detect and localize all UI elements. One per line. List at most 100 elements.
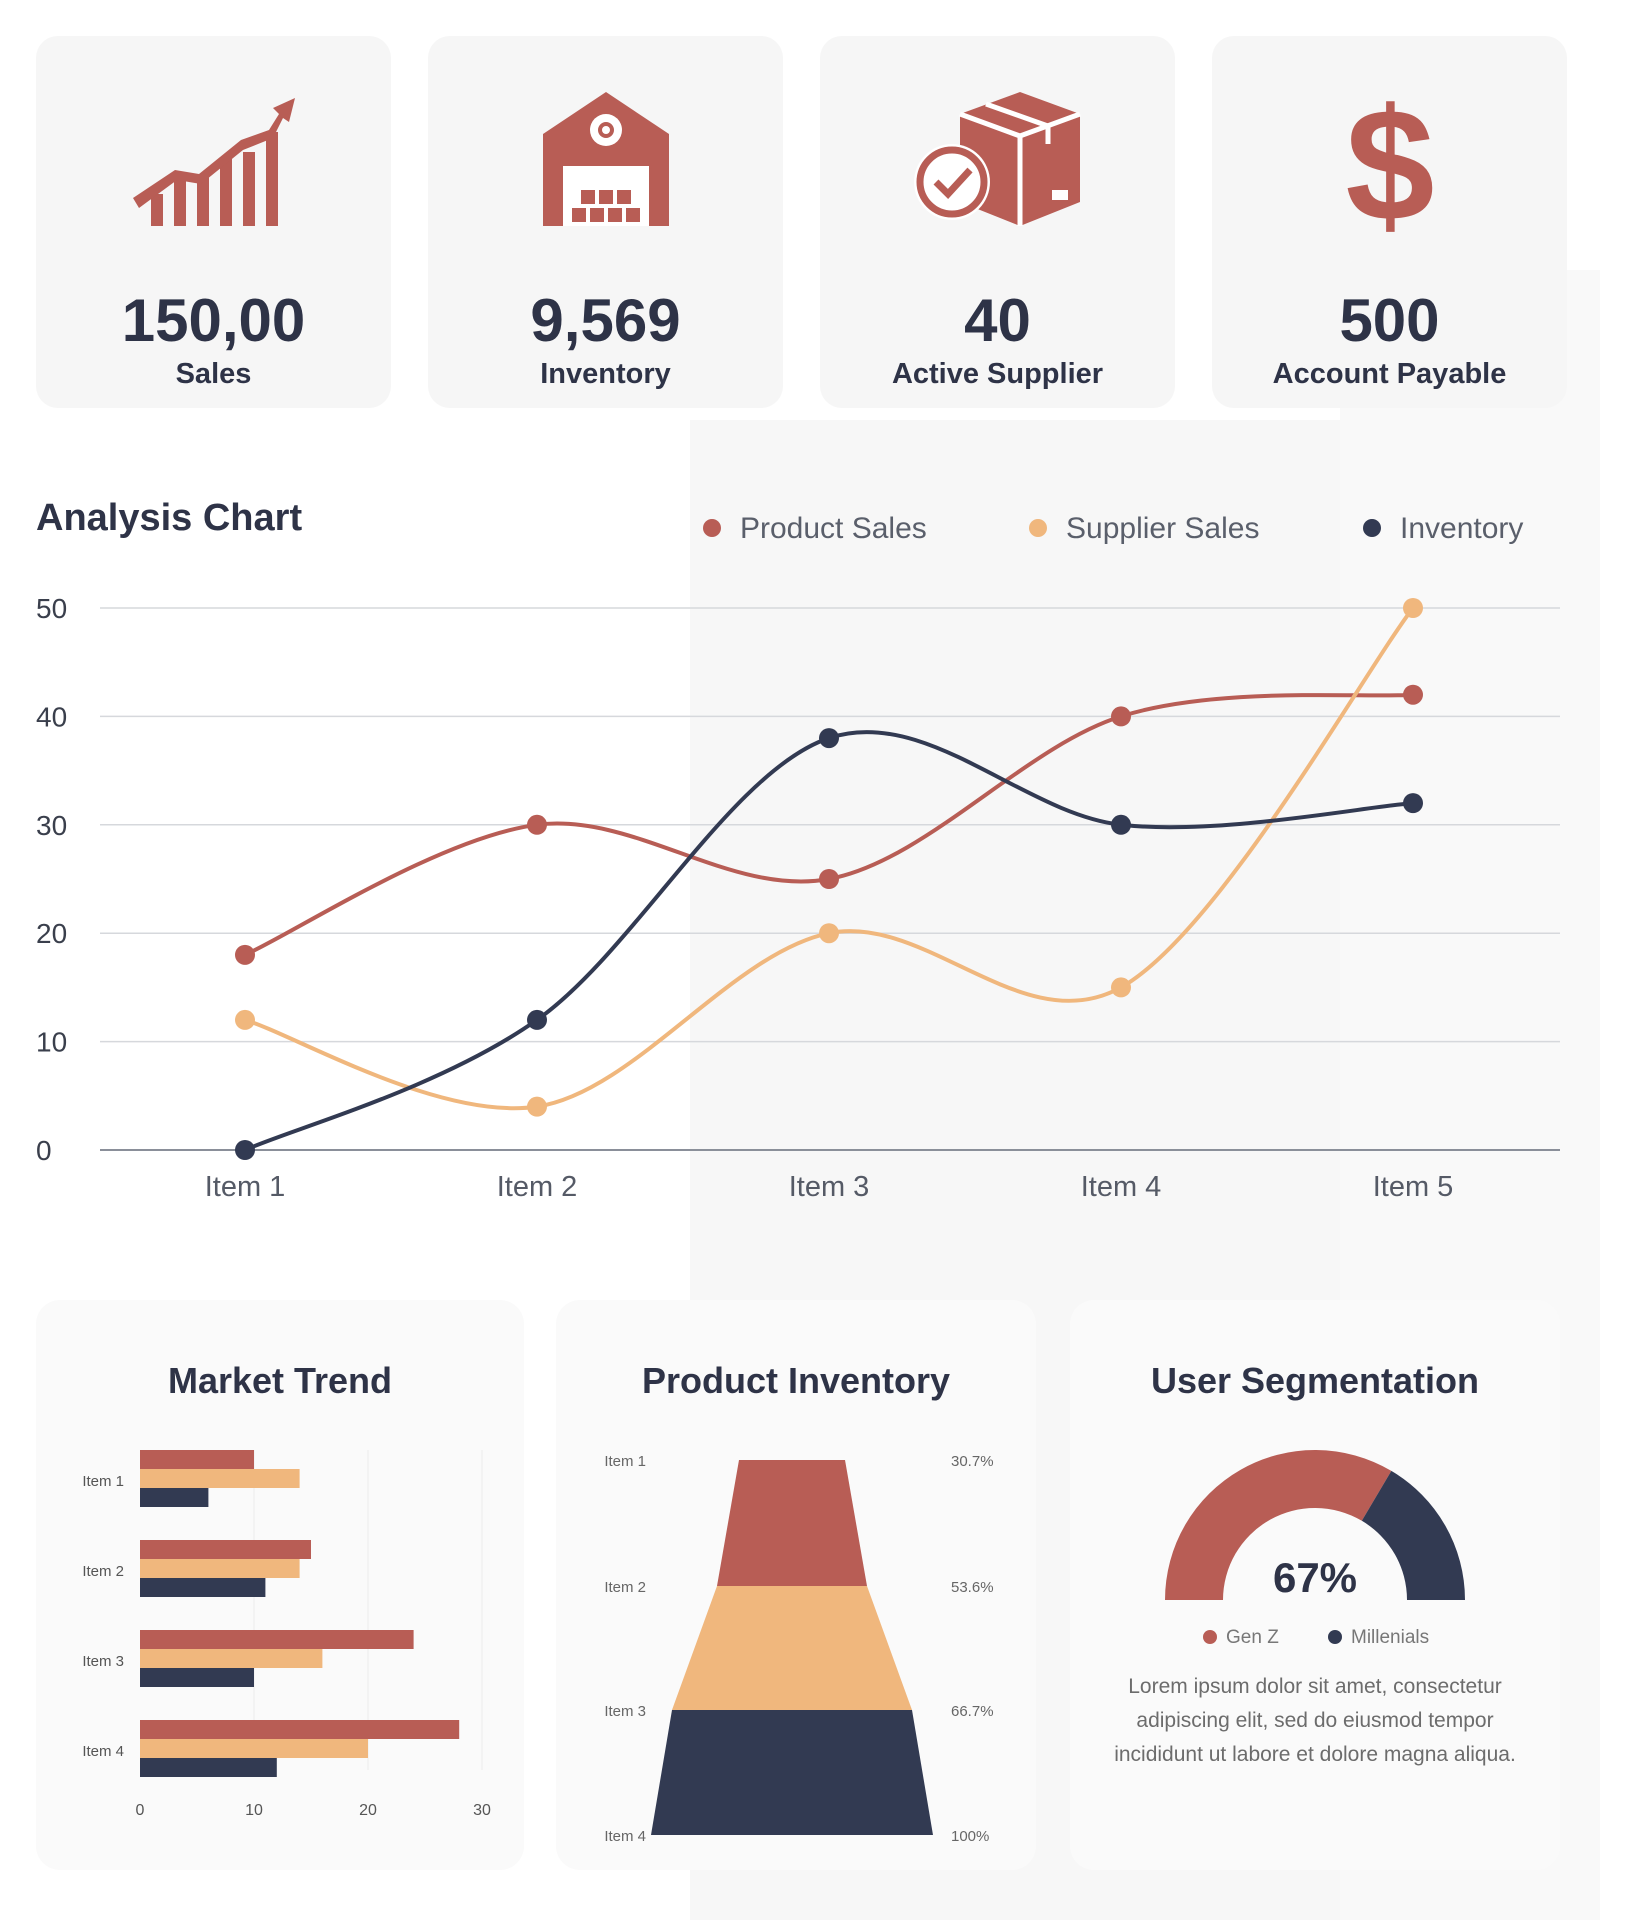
bar bbox=[140, 1739, 368, 1758]
x-tick-label: Item 3 bbox=[789, 1171, 870, 1203]
bar bbox=[140, 1469, 300, 1488]
bar bbox=[140, 1720, 460, 1739]
data-point bbox=[235, 1140, 255, 1160]
legend-label: Gen Z bbox=[1226, 1627, 1279, 1648]
product-inventory-funnel: Item 1 30.7% Item 2 53.6% Item 3 66.7% Item 4 1… bbox=[604, 1453, 994, 1845]
data-point bbox=[527, 1009, 547, 1030]
gauge-center-label: 67% bbox=[1273, 1554, 1357, 1601]
funnel-value-label: 100% bbox=[951, 1828, 989, 1845]
box-check-icon bbox=[913, 92, 1081, 226]
x-tick-label: 10 bbox=[245, 1802, 263, 1819]
product-inventory-panel: Product Inventory Item 1 30.7% Item 2 53.6%… bbox=[556, 1300, 1036, 1870]
data-point bbox=[1111, 977, 1131, 998]
kpi-value: 150,00 bbox=[121, 287, 306, 354]
data-point bbox=[1403, 598, 1423, 618]
segmentation-description: Lorem ipsum dolor sit amet, consectetur … bbox=[1114, 1675, 1516, 1766]
legend-marker bbox=[1029, 519, 1047, 537]
y-tick-label: 50 bbox=[36, 593, 67, 624]
funnel-value-label: 66.7% bbox=[951, 1703, 994, 1720]
bar bbox=[140, 1668, 254, 1687]
legend-label: Supplier Sales bbox=[1066, 512, 1259, 545]
data-point bbox=[819, 923, 839, 944]
legend-marker bbox=[1328, 1630, 1342, 1644]
analysis-chart: Analysis Chart 0 10 20 30 40 50 Item 1 Item 2 It… bbox=[36, 497, 1560, 1203]
data-point bbox=[527, 1096, 547, 1117]
x-tick-label: Item 4 bbox=[1081, 1171, 1162, 1203]
legend-marker bbox=[703, 519, 721, 537]
data-point bbox=[235, 1009, 255, 1030]
y-tick-label: 0 bbox=[36, 1135, 52, 1166]
x-tick-label: Item 1 bbox=[205, 1171, 286, 1203]
panel-title: User Segmentation bbox=[1150, 1360, 1480, 1401]
bar bbox=[140, 1540, 311, 1559]
legend-marker bbox=[1203, 1630, 1217, 1644]
x-tick-label: 30 bbox=[473, 1802, 491, 1819]
series-line bbox=[244, 606, 1415, 1111]
kpi-card-inventory: 9,569 Inventory bbox=[428, 36, 783, 408]
legend-label: Millenials bbox=[1351, 1627, 1429, 1648]
dollar-icon: $ bbox=[1345, 84, 1434, 234]
user-segmentation-gauge: 67% Gen Z Millenials bbox=[1165, 1450, 1465, 1648]
panel-title: Product Inventory bbox=[641, 1360, 951, 1401]
kpi-label: Inventory bbox=[540, 358, 671, 390]
data-point bbox=[1403, 684, 1423, 705]
funnel-category-label: Item 1 bbox=[604, 1453, 646, 1470]
y-tick-label: Item 3 bbox=[82, 1653, 124, 1670]
kpi-label: Sales bbox=[175, 358, 252, 390]
funnel-segment bbox=[651, 1710, 933, 1835]
bar bbox=[140, 1649, 323, 1668]
market-trend-chart: 0 10 20 30 Item 1 Item 2 Item 3 Item 4 bbox=[82, 1450, 491, 1819]
kpi-card-active-supplier: 40 Active Supplier bbox=[820, 36, 1175, 408]
market-trend-panel: Market Trend 0 10 20 30 Item 1 Item 2 Item 3 It… bbox=[36, 1300, 524, 1870]
data-point bbox=[1403, 793, 1423, 814]
panel-title: Market Trend bbox=[167, 1360, 393, 1401]
chart-title: Analysis Chart bbox=[36, 497, 302, 539]
legend-label: Product Sales bbox=[740, 512, 927, 545]
x-tick-label: 20 bbox=[359, 1802, 377, 1819]
y-tick-label: Item 4 bbox=[82, 1743, 124, 1760]
data-point bbox=[527, 814, 547, 835]
bar bbox=[140, 1450, 254, 1469]
x-tick-label: Item 2 bbox=[497, 1171, 578, 1203]
kpi-label: Active Supplier bbox=[891, 358, 1104, 390]
kpi-value: 500 bbox=[1339, 287, 1440, 354]
kpi-value: 9,569 bbox=[530, 287, 681, 354]
y-tick-label: 20 bbox=[36, 918, 67, 949]
y-tick-label: 10 bbox=[36, 1027, 67, 1058]
funnel-segment bbox=[672, 1586, 912, 1710]
svg-text:$: $ bbox=[1345, 84, 1434, 234]
user-segmentation-panel: User Segmentation 67% Gen Z Millenials Lor… bbox=[1070, 1300, 1560, 1870]
y-tick-label: Item 1 bbox=[82, 1473, 124, 1490]
kpi-label: Account Payable bbox=[1272, 358, 1507, 390]
data-point bbox=[819, 728, 839, 749]
funnel-category-label: Item 3 bbox=[604, 1703, 646, 1720]
gauge-slice bbox=[1361, 1470, 1465, 1600]
bar bbox=[140, 1488, 209, 1507]
kpi-card-account-payable: $ 500 Account Payable bbox=[1212, 36, 1567, 408]
y-tick-label: 30 bbox=[36, 810, 67, 841]
data-point bbox=[1111, 706, 1131, 727]
funnel-value-label: 30.7% bbox=[951, 1453, 994, 1470]
bar bbox=[140, 1559, 300, 1578]
gauge-slice bbox=[1165, 1450, 1392, 1600]
kpi-value: 40 bbox=[964, 287, 1031, 354]
funnel-category-label: Item 2 bbox=[604, 1579, 646, 1596]
data-point bbox=[819, 869, 839, 889]
data-point bbox=[235, 944, 255, 965]
data-point bbox=[1111, 814, 1131, 835]
warehouse-icon bbox=[542, 92, 669, 226]
growth-chart-icon bbox=[132, 98, 295, 226]
x-tick-label: Item 5 bbox=[1373, 1171, 1454, 1203]
bar bbox=[140, 1578, 266, 1597]
y-tick-label: 40 bbox=[36, 701, 67, 732]
funnel-value-label: 53.6% bbox=[951, 1579, 994, 1596]
bar bbox=[140, 1758, 277, 1777]
funnel-segment bbox=[717, 1460, 867, 1586]
y-tick-label: Item 2 bbox=[82, 1563, 124, 1580]
legend-label: Inventory bbox=[1400, 512, 1523, 545]
x-tick-label: 0 bbox=[136, 1802, 145, 1819]
legend-marker bbox=[1363, 519, 1381, 537]
bar bbox=[140, 1630, 414, 1649]
kpi-card-sales: 150,00 Sales bbox=[36, 36, 391, 408]
funnel-category-label: Item 4 bbox=[604, 1828, 646, 1845]
